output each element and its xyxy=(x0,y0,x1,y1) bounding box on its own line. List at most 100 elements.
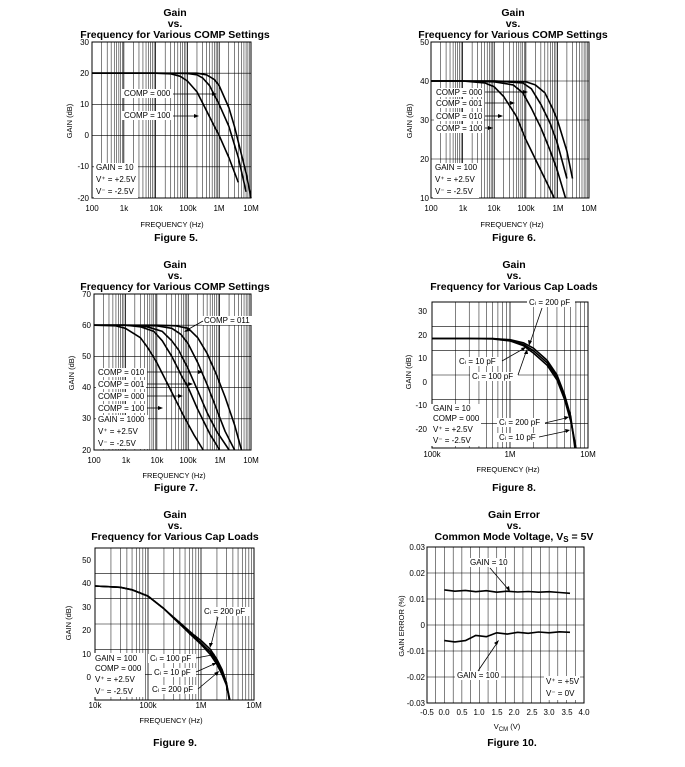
plot-frame xyxy=(426,546,585,704)
series-lines xyxy=(432,337,577,449)
x-tick-label: 10M xyxy=(580,450,596,459)
series-line-3 xyxy=(432,337,576,449)
annotation-cl-200pf-bottom: Cₗ = 200 pF xyxy=(150,671,219,694)
x-axis-label-main: V xyxy=(494,722,499,731)
x-tick-labels: 100 1k 10k 100k 1M 10M xyxy=(87,456,259,465)
y-tick-label: 0 xyxy=(421,621,426,630)
annotation-label: COMP = 011 xyxy=(204,316,250,325)
x-tick-label: 100 xyxy=(424,204,438,213)
y-tick-label: 40 xyxy=(82,579,91,588)
x-tick-label: 0.5 xyxy=(456,708,468,717)
annotation-label: COMP = 000 xyxy=(98,392,145,401)
y-tick-label: 10 xyxy=(80,100,89,109)
x-tick-label: 1k xyxy=(122,456,131,465)
x-tick-label: 1M xyxy=(552,204,563,213)
x-tick-labels: 100 1k 10k 100k 1M 10M xyxy=(424,204,597,213)
x-tick-label: 10M xyxy=(243,456,259,465)
annotation-cl-100pf: Cₗ = 100 pF xyxy=(470,349,528,381)
x-tick-label: 1k xyxy=(120,204,129,213)
x-tick-label: 1.5 xyxy=(491,708,503,717)
x-axis-label: FREQUENCY (Hz) xyxy=(139,716,203,725)
y-tick-label: 0 xyxy=(423,378,428,387)
condition-text: COMP = 000 xyxy=(433,414,480,423)
y-tick-label: 10 xyxy=(82,650,91,659)
annotation-gain-100: GAIN = 100 xyxy=(455,640,501,680)
x-axis-label: FREQUENCY (Hz) xyxy=(480,220,544,229)
chart-title-line2: vs. xyxy=(168,270,183,282)
plot-frame xyxy=(431,301,589,449)
title-subscript: S xyxy=(563,535,569,544)
chart-title-line3: Frequency for Various Cap Loads xyxy=(91,531,259,543)
annotation-label: COMP = 010 xyxy=(436,112,483,121)
y-axis-label: GAIN (dB) xyxy=(64,605,73,640)
series-lines xyxy=(93,324,243,451)
annotation-label: COMP = 100 xyxy=(98,404,145,413)
chart-title-line2: vs. xyxy=(168,520,183,532)
condition-text: V⁺ = +2.5V xyxy=(433,425,473,434)
plot-frame xyxy=(430,41,590,199)
y-tick-label: 0.01 xyxy=(409,595,425,604)
y-tick-labels: 50 40 30 20 10 0 xyxy=(82,556,91,682)
annotation-label: COMP = 010 xyxy=(98,368,145,377)
x-axis-label: FREQUENCY (Hz) xyxy=(140,220,204,229)
x-axis-label-sub: CM xyxy=(499,727,508,733)
x-tick-label: 100 xyxy=(85,204,99,213)
annotation-label: COMP = 100 xyxy=(124,111,171,120)
annotation-cl-200pf-top: Cₗ = 200 pF xyxy=(202,607,250,648)
test-conditions: GAIN = 100 V⁺ = +2.5V V⁻ = -2.5V xyxy=(433,163,479,198)
figure-10-panel: Gain Error vs. Common Mode Voltage, VS =… xyxy=(397,509,593,749)
chart-title-line1: Gain xyxy=(502,259,525,271)
x-tick-label: 0.0 xyxy=(438,708,450,717)
plot-frame xyxy=(93,293,252,451)
x-tick-label: 10M xyxy=(246,701,262,710)
chart-title-line2: vs. xyxy=(168,18,183,30)
series-line-2 xyxy=(94,324,236,451)
x-tick-label: 3.0 xyxy=(543,708,555,717)
chart-title-line3: Frequency for Various COMP Settings xyxy=(80,281,270,293)
x-tick-label: 100k xyxy=(179,204,197,213)
x-tick-labels: -0.5 0.0 0.5 1.0 1.5 2.0 2.5 3.0 3.5 4.0 xyxy=(420,708,590,717)
y-tick-labels: 30 20 10 0 -10 -20 xyxy=(415,307,427,434)
x-tick-label: 1.0 xyxy=(473,708,485,717)
x-tick-labels: 100 1k 10k 100k 1M 10M xyxy=(85,204,259,213)
series-line-3 xyxy=(94,585,230,701)
annotation-comp-010: COMP = 010 xyxy=(434,112,503,121)
condition-text: V⁻ = -2.5V xyxy=(435,187,473,196)
x-tick-label: 1k xyxy=(459,204,468,213)
annotation-cl-200pf-bottom: Cₗ = 200 pF xyxy=(497,416,569,427)
annotation-comp-000: COMP = 000 xyxy=(122,89,217,98)
x-tick-label: 100k xyxy=(139,701,157,710)
x-tick-label: 10k xyxy=(150,204,164,213)
condition-text: V⁻ = -2.5V xyxy=(433,436,471,445)
test-conditions: V⁺ = +5V V⁻ = 0V xyxy=(544,676,580,700)
y-tick-label: -10 xyxy=(77,162,89,171)
annotation-label: COMP = 001 xyxy=(98,380,145,389)
y-tick-label: 50 xyxy=(420,38,429,47)
annotation-label: GAIN = 10 xyxy=(470,558,508,567)
condition-text: GAIN = 1000 xyxy=(98,415,145,424)
y-axis-label: GAIN (dB) xyxy=(404,354,413,389)
y-tick-label: 0.02 xyxy=(409,569,425,578)
y-tick-label: -20 xyxy=(415,425,427,434)
y-tick-label: 20 xyxy=(420,155,429,164)
chart-title-line1: Gain xyxy=(501,7,524,19)
annotation-label: Cₗ = 200 pF xyxy=(152,685,193,694)
y-tick-labels: 30 20 10 0 -10 -20 xyxy=(77,38,89,203)
condition-text: V⁺ = +5V xyxy=(546,677,580,686)
condition-text: GAIN = 10 xyxy=(96,163,134,172)
chart-title-line2: vs. xyxy=(507,270,522,282)
chart-title-line3: Common Mode Voltage, VS = 5V xyxy=(435,531,594,544)
y-tick-label: -10 xyxy=(415,401,427,410)
y-tick-label: -20 xyxy=(77,194,89,203)
x-tick-label: 2.5 xyxy=(526,708,538,717)
x-axis-label: VCM (V) xyxy=(494,722,521,733)
annotation-gain-10: GAIN = 10 xyxy=(468,558,510,592)
annotation-cl-200pf-top: Cₗ = 200 pF xyxy=(527,298,575,346)
figure-caption: Figure 5. xyxy=(154,232,198,244)
series-lines xyxy=(92,72,252,199)
y-tick-label: 20 xyxy=(80,69,89,78)
plot-grid xyxy=(426,546,585,704)
figure-caption: Figure 8. xyxy=(492,482,536,494)
annotation-cl-100pf: Cₗ = 100 pF xyxy=(148,653,215,663)
annotation-label: Cₗ = 200 pF xyxy=(529,298,570,307)
